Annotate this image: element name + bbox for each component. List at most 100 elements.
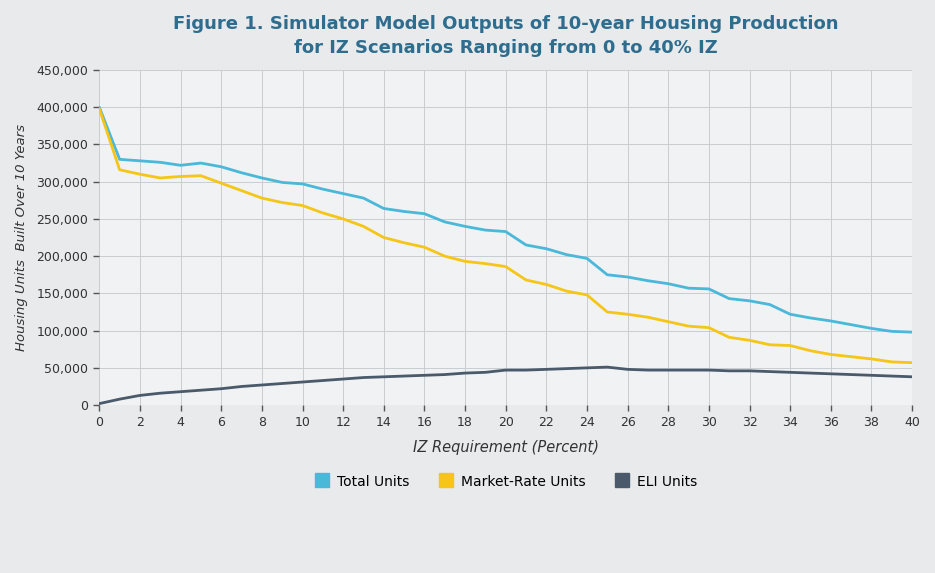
ELI Units xyxy=(703,367,714,374)
ELI Units xyxy=(521,367,532,374)
Market-Rate Units xyxy=(805,347,816,354)
Market-Rate Units xyxy=(459,258,470,265)
ELI Units xyxy=(358,374,369,381)
Market-Rate Units xyxy=(135,171,146,178)
ELI Units xyxy=(642,367,654,374)
Y-axis label: Housing Units  Built Over 10 Years: Housing Units Built Over 10 Years xyxy=(15,124,28,351)
Market-Rate Units xyxy=(114,166,125,173)
Market-Rate Units xyxy=(826,351,837,358)
Total Units xyxy=(459,223,470,230)
ELI Units xyxy=(540,366,552,373)
Market-Rate Units xyxy=(663,318,674,325)
ELI Units xyxy=(419,372,430,379)
ELI Units xyxy=(277,380,288,387)
ELI Units xyxy=(724,367,735,374)
Market-Rate Units xyxy=(175,173,186,180)
Total Units xyxy=(886,328,898,335)
ELI Units xyxy=(866,372,877,379)
ELI Units xyxy=(906,374,917,380)
ELI Units xyxy=(439,371,451,378)
ELI Units xyxy=(154,390,165,397)
ELI Units xyxy=(845,371,856,378)
Total Units xyxy=(277,179,288,186)
Market-Rate Units xyxy=(378,234,389,241)
Market-Rate Units xyxy=(724,334,735,341)
ELI Units xyxy=(480,369,491,376)
Total Units xyxy=(826,317,837,324)
ELI Units xyxy=(236,383,247,390)
Total Units xyxy=(398,208,410,215)
Total Units xyxy=(338,190,349,197)
Total Units xyxy=(297,180,309,187)
Market-Rate Units xyxy=(419,244,430,250)
ELI Units xyxy=(561,365,572,372)
Legend: Total Units, Market-Rate Units, ELI Units: Total Units, Market-Rate Units, ELI Unit… xyxy=(309,469,703,494)
ELI Units xyxy=(744,367,755,374)
Total Units xyxy=(845,321,856,328)
Market-Rate Units xyxy=(398,240,410,246)
Total Units xyxy=(175,162,186,168)
Market-Rate Units xyxy=(845,353,856,360)
Total Units xyxy=(94,104,105,111)
ELI Units xyxy=(459,370,470,376)
Total Units xyxy=(135,158,146,164)
ELI Units xyxy=(135,392,146,399)
ELI Units xyxy=(764,368,775,375)
ELI Units xyxy=(338,375,349,382)
Market-Rate Units xyxy=(195,172,207,179)
Total Units xyxy=(540,245,552,252)
Total Units xyxy=(256,175,267,182)
Line: Market-Rate Units: Market-Rate Units xyxy=(99,109,912,363)
ELI Units xyxy=(398,372,410,379)
ELI Units xyxy=(683,367,694,374)
Market-Rate Units xyxy=(216,180,227,187)
ELI Units xyxy=(663,367,674,374)
Total Units xyxy=(480,227,491,234)
Market-Rate Units xyxy=(297,202,309,209)
Total Units xyxy=(195,160,207,167)
Total Units xyxy=(154,159,165,166)
Market-Rate Units xyxy=(480,260,491,267)
ELI Units xyxy=(826,370,837,377)
Total Units xyxy=(500,228,511,235)
Market-Rate Units xyxy=(784,342,796,349)
X-axis label: IZ Requirement (Percent): IZ Requirement (Percent) xyxy=(412,440,598,456)
Total Units xyxy=(521,242,532,249)
Total Units xyxy=(744,297,755,304)
Total Units xyxy=(683,285,694,292)
Total Units xyxy=(216,163,227,170)
Market-Rate Units xyxy=(622,311,633,317)
Total Units xyxy=(358,195,369,202)
Total Units xyxy=(317,186,328,193)
ELI Units xyxy=(805,370,816,376)
Total Units xyxy=(764,301,775,308)
Total Units xyxy=(582,255,593,262)
Market-Rate Units xyxy=(439,253,451,260)
ELI Units xyxy=(195,387,207,394)
Market-Rate Units xyxy=(500,263,511,270)
Line: Total Units: Total Units xyxy=(99,107,912,332)
Market-Rate Units xyxy=(642,314,654,321)
ELI Units xyxy=(256,382,267,388)
ELI Units xyxy=(175,388,186,395)
Market-Rate Units xyxy=(703,324,714,331)
Total Units xyxy=(114,156,125,163)
Total Units xyxy=(439,218,451,225)
Market-Rate Units xyxy=(94,105,105,112)
Market-Rate Units xyxy=(338,215,349,222)
ELI Units xyxy=(94,400,105,407)
ELI Units xyxy=(622,366,633,373)
Title: Figure 1. Simulator Model Outputs of 10-year Housing Production
for IZ Scenarios: Figure 1. Simulator Model Outputs of 10-… xyxy=(173,15,839,57)
ELI Units xyxy=(216,385,227,392)
Total Units xyxy=(866,325,877,332)
ELI Units xyxy=(500,367,511,374)
Market-Rate Units xyxy=(602,309,613,316)
Market-Rate Units xyxy=(540,281,552,288)
Market-Rate Units xyxy=(886,359,898,366)
Market-Rate Units xyxy=(236,187,247,194)
Total Units xyxy=(906,329,917,336)
Line: ELI Units: ELI Units xyxy=(99,367,912,403)
Total Units xyxy=(703,285,714,292)
ELI Units xyxy=(114,396,125,403)
Market-Rate Units xyxy=(521,277,532,284)
